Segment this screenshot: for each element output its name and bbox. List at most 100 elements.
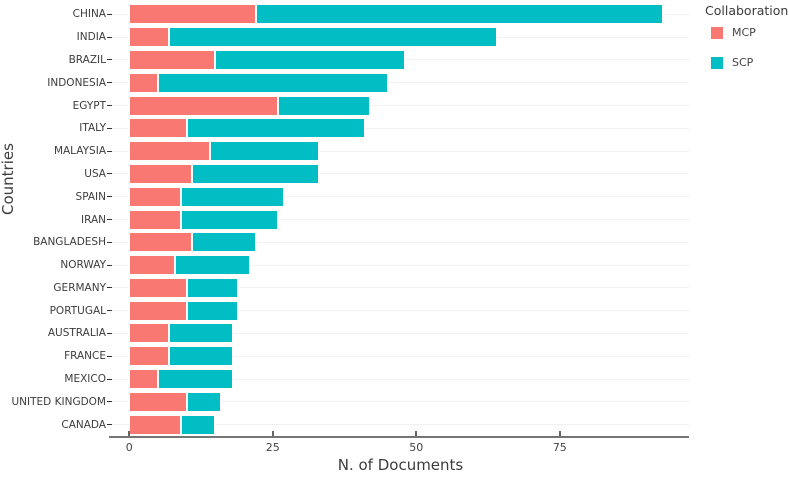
x-tick-label-25: 25 bbox=[265, 441, 280, 454]
bar-segment-mcp-mexico[interactable] bbox=[129, 369, 158, 390]
bar-segment-scp-canada[interactable] bbox=[180, 414, 216, 435]
bar-segment-scp-portugal[interactable] bbox=[186, 300, 239, 321]
x-tick-label-0: 0 bbox=[125, 441, 133, 454]
gridline bbox=[112, 82, 689, 84]
x-axis-title: N. of Documents bbox=[337, 456, 464, 474]
y-tick-mark bbox=[107, 196, 112, 198]
y-tick-mark bbox=[107, 355, 112, 357]
y-tick-mark bbox=[107, 378, 112, 380]
y-tick-mark bbox=[107, 401, 112, 403]
bar-segment-scp-france[interactable] bbox=[169, 346, 233, 367]
bar-segment-mcp-indonesia[interactable] bbox=[129, 72, 158, 93]
bar-segment-scp-spain[interactable] bbox=[180, 186, 285, 207]
x-axis-line bbox=[109, 436, 689, 438]
y-tick-mark bbox=[107, 82, 112, 84]
y-tick-label-china: CHINA bbox=[72, 8, 106, 21]
legend-label-mcp: MCP bbox=[732, 26, 756, 39]
bar-segment-scp-mexico[interactable] bbox=[157, 369, 233, 390]
bar-segment-scp-indonesia[interactable] bbox=[157, 72, 388, 93]
gridline bbox=[112, 401, 689, 403]
gridline bbox=[112, 105, 689, 107]
bar-segment-mcp-canada[interactable] bbox=[129, 414, 181, 435]
bar-segment-scp-united-kingdom[interactable] bbox=[186, 391, 222, 412]
y-tick-label-portugal: PORTUGAL bbox=[49, 304, 106, 317]
gridline bbox=[112, 219, 689, 220]
y-tick-label-mexico: MEXICO bbox=[64, 373, 106, 386]
bar-segment-mcp-iran[interactable] bbox=[129, 209, 181, 230]
y-tick-mark bbox=[107, 219, 112, 220]
legend-entries: MCP SCP bbox=[701, 26, 787, 69]
y-tick-label-spain: SPAIN bbox=[75, 190, 106, 203]
y-tick-label-malaysia: MALAYSIA bbox=[53, 145, 106, 158]
bar-segment-mcp-italy[interactable] bbox=[129, 118, 187, 139]
y-tick-label-bangladesh: BANGLADESH bbox=[33, 236, 106, 249]
legend-entry-scp[interactable]: SCP bbox=[711, 56, 787, 69]
bar-segment-mcp-australia[interactable] bbox=[129, 323, 170, 344]
bar-segment-scp-malaysia[interactable] bbox=[209, 141, 319, 162]
bar-segment-scp-iran[interactable] bbox=[180, 209, 279, 230]
gridline bbox=[112, 287, 689, 289]
y-tick-mark bbox=[107, 59, 112, 61]
y-tick-label-egypt: EGYPT bbox=[72, 99, 106, 112]
bar-segment-mcp-norway[interactable] bbox=[129, 255, 176, 276]
y-tick-mark bbox=[107, 173, 112, 175]
legend: Collaboration MCP SCP bbox=[701, 3, 789, 86]
gridline bbox=[112, 241, 689, 243]
x-tick-mark-25 bbox=[271, 431, 274, 436]
bar-segment-mcp-germany[interactable] bbox=[129, 277, 187, 298]
y-tick-label-france: FRANCE bbox=[64, 350, 106, 363]
bar-segment-mcp-malaysia[interactable] bbox=[129, 141, 210, 162]
bar-segment-mcp-china[interactable] bbox=[129, 4, 256, 25]
gridline bbox=[112, 173, 689, 175]
y-tick-label-united-kingdom: UNITED KINGDOM bbox=[11, 395, 107, 408]
bar-segment-scp-china[interactable] bbox=[255, 4, 664, 25]
bar-segment-mcp-brazil[interactable] bbox=[129, 49, 216, 70]
bar-segment-mcp-portugal[interactable] bbox=[129, 300, 187, 321]
bar-segment-scp-usa[interactable] bbox=[192, 163, 319, 184]
y-tick-mark bbox=[107, 424, 112, 426]
bar-segment-scp-australia[interactable] bbox=[169, 323, 233, 344]
gridline bbox=[112, 424, 689, 426]
y-tick-label-india: INDIA bbox=[76, 31, 106, 44]
legend-title: Collaboration bbox=[705, 3, 789, 18]
bar-segment-scp-bangladesh[interactable] bbox=[192, 232, 256, 253]
x-tick-label-75: 75 bbox=[552, 441, 567, 454]
y-tick-mark bbox=[107, 264, 112, 266]
bar-segment-mcp-france[interactable] bbox=[129, 346, 170, 367]
gridline bbox=[112, 196, 689, 198]
gridline bbox=[112, 332, 689, 334]
bar-segment-mcp-spain[interactable] bbox=[129, 186, 181, 207]
gridline bbox=[112, 355, 689, 357]
y-tick-mark bbox=[107, 13, 112, 15]
legend-entry-mcp[interactable]: MCP bbox=[711, 26, 787, 39]
y-tick-mark bbox=[107, 36, 112, 38]
gridline bbox=[112, 378, 689, 380]
y-tick-label-usa: USA bbox=[84, 167, 106, 180]
plot-area bbox=[112, 3, 689, 436]
bar-segment-scp-norway[interactable] bbox=[175, 255, 250, 276]
gridline bbox=[112, 264, 689, 266]
gridline bbox=[112, 150, 689, 152]
bar-segment-scp-germany[interactable] bbox=[186, 277, 239, 298]
y-tick-label-iran: IRAN bbox=[80, 213, 106, 226]
bar-segment-mcp-india[interactable] bbox=[129, 27, 170, 48]
bar-segment-mcp-usa[interactable] bbox=[129, 163, 193, 184]
y-tick-label-indonesia: INDONESIA bbox=[47, 76, 106, 89]
bar-segment-scp-brazil[interactable] bbox=[215, 49, 405, 70]
y-tick-label-canada: CANADA bbox=[61, 418, 106, 431]
y-tick-label-brazil: BRAZIL bbox=[68, 53, 106, 66]
x-tick-mark-75 bbox=[558, 431, 561, 436]
x-tick-mark-0 bbox=[128, 431, 131, 436]
y-tick-mark bbox=[107, 241, 112, 243]
y-tick-label-italy: ITALY bbox=[79, 122, 106, 135]
y-tick-mark bbox=[107, 287, 112, 289]
bar-segment-scp-india[interactable] bbox=[169, 27, 497, 48]
bar-segment-scp-italy[interactable] bbox=[186, 118, 365, 139]
bar-segment-mcp-united-kingdom[interactable] bbox=[129, 391, 187, 412]
bar-segment-scp-egypt[interactable] bbox=[278, 95, 371, 116]
gridline bbox=[112, 310, 689, 312]
y-tick-mark bbox=[107, 150, 112, 152]
bar-segment-mcp-bangladesh[interactable] bbox=[129, 232, 193, 253]
bar-segment-mcp-egypt[interactable] bbox=[129, 95, 279, 116]
